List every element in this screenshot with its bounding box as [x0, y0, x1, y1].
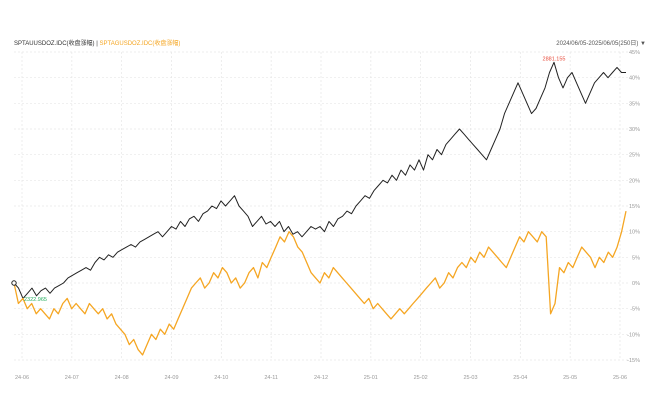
start-marker: [11, 280, 17, 286]
x-tick-label: 24-10: [214, 375, 228, 381]
x-tick-label: 24-09: [164, 375, 178, 381]
series-line-gold: [13, 61, 626, 299]
grid: [14, 51, 628, 361]
legend-separator: |: [96, 41, 98, 47]
x-tick-label: 24-08: [115, 375, 129, 381]
max-value-label: 2881.155: [543, 56, 566, 62]
x-axis-labels: 24-06 24-07 24-08 24-09 24-10 24-11 24-12 25-01…: [15, 375, 627, 381]
y-tick-label: -5%: [630, 307, 640, 313]
legend-series2[interactable]: SPTAGUSDOZ.IDC(收盘涨幅): [99, 41, 181, 47]
min-value-label: 2322.965: [24, 297, 47, 303]
y-tick-label: -10%: [627, 332, 640, 338]
legend: SPTAUUSDOZ.IDC(收盘涨幅) | SPTAGUSDOZ.IDC(收盘…: [14, 38, 180, 47]
x-tick-label: 25-02: [414, 375, 428, 381]
x-tick-label: 25-06: [613, 375, 627, 381]
x-tick-label: 24-12: [314, 375, 328, 381]
y-tick-label: 35%: [629, 101, 640, 107]
x-tick-label: 25-01: [364, 375, 378, 381]
y-tick-label: 0%: [632, 281, 640, 287]
y-tick-label: -15%: [627, 358, 640, 364]
x-tick-label: 25-03: [463, 375, 477, 381]
y-axis-labels: 45% 40% 35% 30% 25% 20% 15% 10% 5% 0% -5% -10% -15%: [627, 50, 640, 364]
chevron-down-icon[interactable]: ▼: [640, 41, 646, 47]
x-tick-label: 25-05: [563, 375, 577, 381]
y-tick-label: 25%: [629, 153, 640, 159]
y-tick-label: 5%: [632, 255, 640, 261]
date-range-text: 2024/06/05-2025/06/05(250日): [556, 41, 639, 47]
y-tick-label: 15%: [629, 204, 640, 210]
date-range[interactable]: 2024/06/05-2025/06/05(250日) ▼: [556, 38, 646, 47]
annotations: 2881.155 2322.965: [11, 56, 566, 303]
x-tick-label: 24-11: [264, 375, 278, 381]
y-tick-label: 30%: [629, 127, 640, 133]
y-tick-label: 45%: [629, 50, 640, 56]
legend-series1[interactable]: SPTAUUSDOZ.IDC(收盘涨幅): [14, 41, 95, 47]
x-tick-label: 25-04: [513, 375, 527, 381]
series-lines: [13, 61, 627, 356]
series-line-silver: [13, 210, 627, 356]
y-tick-label: 10%: [629, 230, 640, 236]
x-tick-label: 24-06: [15, 375, 29, 381]
y-tick-label: 40%: [629, 76, 640, 82]
x-tick-label: 24-07: [65, 375, 79, 381]
y-tick-label: 20%: [629, 178, 640, 184]
